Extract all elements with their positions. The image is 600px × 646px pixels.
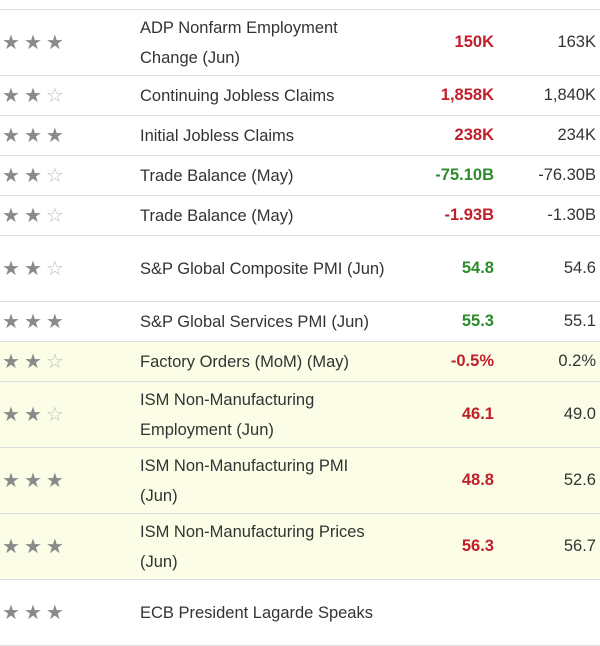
importance-stars: ★ ★ ★	[2, 471, 64, 491]
star-filled-icon: ★	[23, 257, 42, 280]
star-filled-icon: ★	[2, 164, 20, 187]
table-row[interactable]: ★ ★ ★ Initial Jobless Claims 238K 234K	[0, 116, 600, 156]
event-name[interactable]: Factory Orders (MoM) (May)	[140, 352, 350, 371]
star-filled-icon: ★	[2, 350, 20, 373]
event-name[interactable]: ECB President Lagarde Speaks	[140, 603, 373, 622]
event-name[interactable]: Trade Balance (May)	[140, 166, 294, 185]
actual-value: 55.3	[461, 312, 494, 330]
star-filled-icon: ★	[23, 310, 42, 333]
star-empty-icon: ☆	[45, 403, 64, 426]
economic-calendar-table: ★ ★ ★ ADP Nonfarm Employment Change (Jun) 15…	[0, 10, 600, 646]
actual-value: 1,858K	[440, 86, 494, 104]
star-filled-icon: ★	[45, 310, 64, 333]
event-name[interactable]: ISM Non-Manufacturing Employment (Jun)	[140, 390, 315, 439]
forecast-value: 56.7	[563, 537, 596, 555]
importance-stars: ★ ★ ★	[2, 603, 64, 623]
event-name[interactable]: ISM Non-Manufacturing Prices (Jun)	[140, 522, 365, 571]
forecast-value: 163K	[557, 33, 596, 51]
star-filled-icon: ★	[45, 601, 64, 624]
star-filled-icon: ★	[2, 124, 20, 147]
forecast-value: 49.0	[563, 405, 596, 423]
star-filled-icon: ★	[2, 204, 20, 227]
importance-stars: ★ ★ ☆	[2, 259, 64, 279]
star-filled-icon: ★	[23, 164, 42, 187]
star-empty-icon: ☆	[45, 350, 64, 373]
star-filled-icon: ★	[45, 31, 64, 54]
importance-stars: ★ ★ ☆	[2, 405, 64, 425]
star-filled-icon: ★	[2, 84, 20, 107]
star-filled-icon: ★	[45, 469, 64, 492]
importance-stars: ★ ★ ★	[2, 33, 64, 53]
table-row[interactable]: ★ ★ ☆ ISM Non-Manufacturing Employment (Jun…	[0, 382, 600, 448]
table-row[interactable]: ★ ★ ★ ADP Nonfarm Employment Change (Jun) 15…	[0, 10, 600, 76]
table-row[interactable]: ★ ★ ☆ Continuing Jobless Claims 1,858K 1,840K	[0, 76, 600, 116]
table-top-edge	[0, 0, 600, 10]
table-row[interactable]: ★ ★ ☆ Trade Balance (May) -75.10B -76.30B	[0, 156, 600, 196]
event-name[interactable]: ADP Nonfarm Employment Change (Jun)	[140, 18, 338, 67]
star-filled-icon: ★	[23, 31, 42, 54]
table-row[interactable]: ★ ★ ★ ECB President Lagarde Speaks	[0, 580, 600, 646]
star-filled-icon: ★	[23, 350, 42, 373]
actual-value: 54.8	[461, 259, 494, 277]
star-filled-icon: ★	[2, 535, 20, 558]
event-name[interactable]: Initial Jobless Claims	[140, 126, 295, 145]
star-filled-icon: ★	[45, 124, 64, 147]
importance-stars: ★ ★ ★	[2, 537, 64, 557]
star-empty-icon: ☆	[45, 84, 64, 107]
forecast-value: 1,840K	[543, 86, 596, 104]
forecast-value: 234K	[557, 126, 596, 144]
forecast-value: 52.6	[563, 471, 596, 489]
star-filled-icon: ★	[23, 601, 42, 624]
star-filled-icon: ★	[23, 403, 42, 426]
star-filled-icon: ★	[23, 84, 42, 107]
actual-value: 48.8	[461, 471, 494, 489]
actual-value: 46.1	[461, 405, 494, 423]
event-name[interactable]: S&P Global Composite PMI (Jun)	[140, 259, 385, 278]
importance-stars: ★ ★ ☆	[2, 166, 64, 186]
star-filled-icon: ★	[23, 124, 42, 147]
star-filled-icon: ★	[2, 310, 20, 333]
event-name[interactable]: Trade Balance (May)	[140, 206, 294, 225]
actual-value: -75.10B	[435, 166, 494, 184]
forecast-value: -1.30B	[547, 206, 596, 224]
forecast-value: 0.2%	[558, 352, 596, 370]
star-filled-icon: ★	[2, 31, 20, 54]
star-filled-icon: ★	[2, 469, 20, 492]
importance-stars: ★ ★ ★	[2, 126, 64, 146]
table-row[interactable]: ★ ★ ☆ Factory Orders (MoM) (May) -0.5% 0.2%	[0, 342, 600, 382]
actual-value: -0.5%	[450, 352, 494, 370]
table-row[interactable]: ★ ★ ★ S&P Global Services PMI (Jun) 55.3 55.1	[0, 302, 600, 342]
importance-stars: ★ ★ ☆	[2, 206, 64, 226]
event-name[interactable]: S&P Global Services PMI (Jun)	[140, 312, 369, 331]
star-filled-icon: ★	[2, 257, 20, 280]
actual-value: 150K	[454, 33, 494, 51]
forecast-value: 54.6	[563, 259, 596, 277]
event-name[interactable]: Continuing Jobless Claims	[140, 86, 335, 105]
forecast-value: -76.30B	[538, 166, 596, 184]
forecast-value: 55.1	[563, 312, 596, 330]
star-filled-icon: ★	[23, 535, 42, 558]
actual-value: 238K	[454, 126, 494, 144]
importance-stars: ★ ★ ☆	[2, 352, 64, 372]
table-row[interactable]: ★ ★ ★ ISM Non-Manufacturing PMI (Jun) 48.8 52…	[0, 448, 600, 514]
star-filled-icon: ★	[2, 403, 20, 426]
importance-stars: ★ ★ ★	[2, 312, 64, 332]
star-empty-icon: ☆	[45, 257, 64, 280]
star-empty-icon: ☆	[45, 164, 64, 187]
actual-value: -1.93B	[444, 206, 494, 224]
star-filled-icon: ★	[2, 601, 20, 624]
star-empty-icon: ☆	[45, 204, 64, 227]
table-row[interactable]: ★ ★ ☆ S&P Global Composite PMI (Jun) 54.8 54.…	[0, 236, 600, 302]
importance-stars: ★ ★ ☆	[2, 86, 64, 106]
event-name[interactable]: ISM Non-Manufacturing PMI (Jun)	[140, 456, 349, 505]
star-filled-icon: ★	[23, 204, 42, 227]
star-filled-icon: ★	[45, 535, 64, 558]
table-row[interactable]: ★ ★ ★ ISM Non-Manufacturing Prices (Jun) 56.…	[0, 514, 600, 580]
star-filled-icon: ★	[23, 469, 42, 492]
table-row[interactable]: ★ ★ ☆ Trade Balance (May) -1.93B -1.30B	[0, 196, 600, 236]
actual-value: 56.3	[461, 537, 494, 555]
